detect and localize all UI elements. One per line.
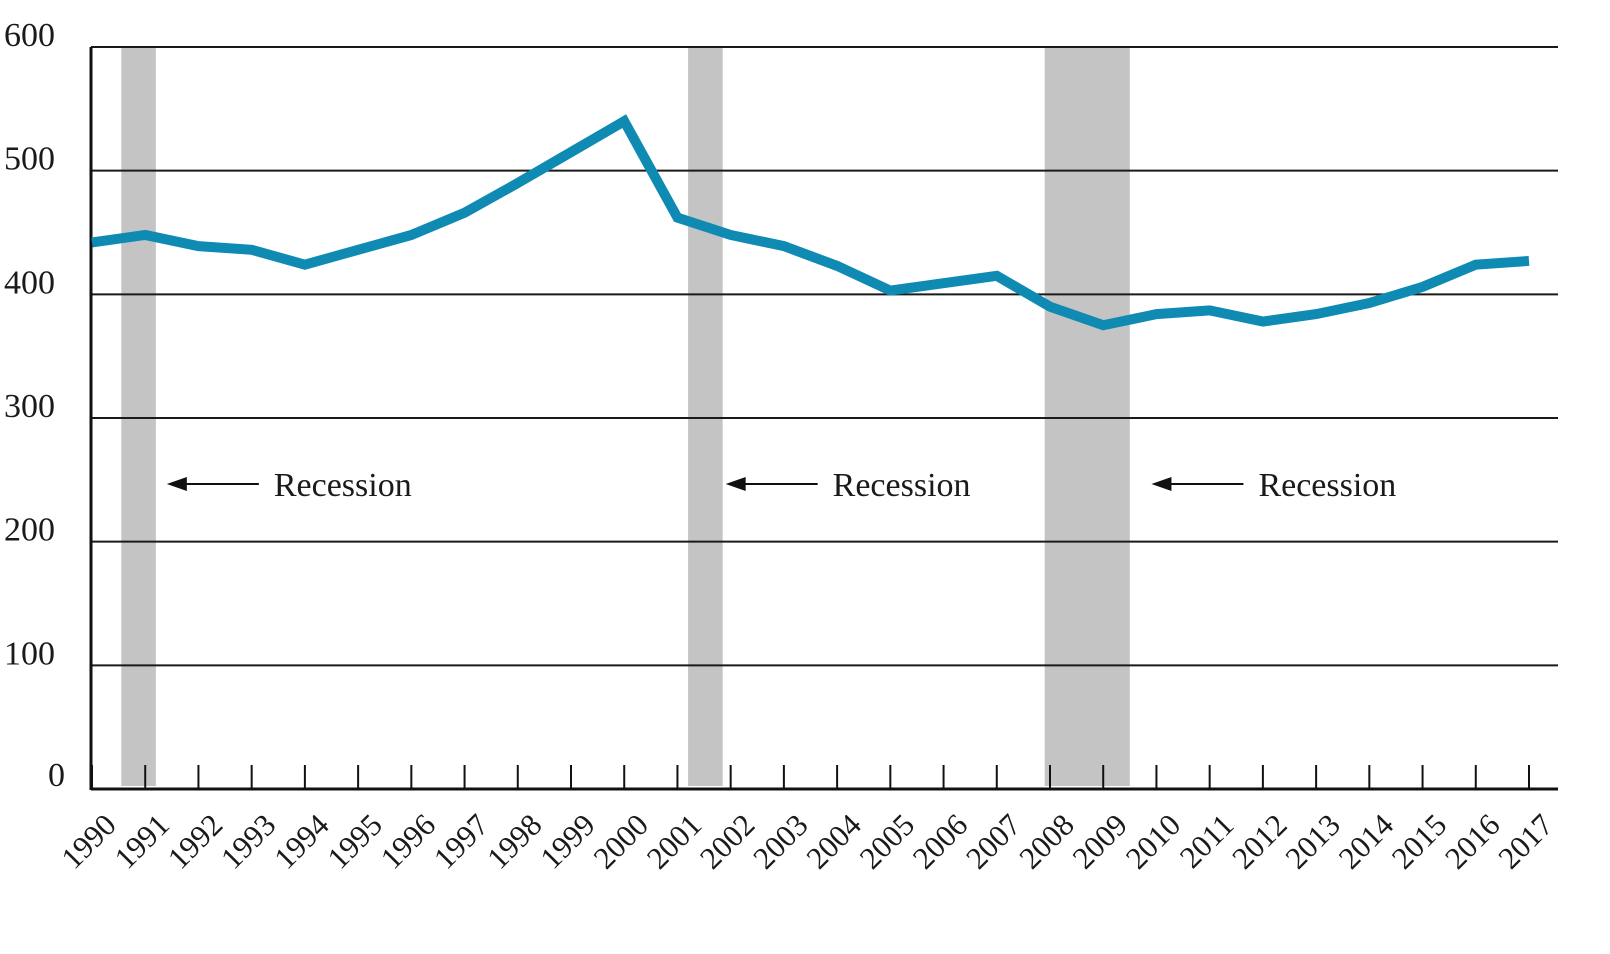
y-tick-label: 0	[48, 757, 65, 794]
annotation-label: Recession	[1258, 467, 1396, 504]
y-tick-labels: 0 100 200 300 400 500 600	[4, 17, 65, 794]
x-tick-label: 2006	[906, 807, 975, 876]
recession-band	[1044, 47, 1130, 786]
series-line	[91, 114, 1530, 331]
annotation-arrow-head	[1151, 477, 1172, 491]
x-tick-label: 1995	[320, 807, 389, 876]
x-tick-labels: 1990199119921993199419951996199719981999…	[54, 807, 1560, 876]
y-tick-label: 100	[4, 635, 55, 672]
x-tick-label: 2009	[1065, 807, 1134, 876]
x-tick-label: 2016	[1438, 807, 1507, 876]
x-tick-label: 2008	[1012, 807, 1081, 876]
axes	[89, 47, 1558, 791]
y-tick-label: 600	[4, 17, 55, 54]
x-tick-label: 1999	[533, 807, 602, 876]
x-tick-label: 1992	[161, 807, 230, 876]
x-tick-label: 2017	[1491, 807, 1560, 876]
y-tick-label: 200	[4, 512, 55, 549]
recession-annotations: Recession Recession Recession	[166, 467, 1396, 504]
x-tick-label: 1998	[480, 807, 549, 876]
annotation-arrow-head	[725, 477, 746, 491]
x-tick-label: 2004	[799, 807, 868, 876]
x-tick-label: 2015	[1385, 807, 1454, 876]
y-tick-label: 400	[4, 264, 55, 301]
x-tick-label: 2012	[1225, 807, 1294, 876]
gridlines	[91, 46, 1558, 667]
x-tick-label: 2011	[1173, 807, 1241, 875]
x-tick-label: 2013	[1278, 807, 1347, 876]
y-tick-label: 500	[4, 141, 55, 178]
x-tick-label: 1993	[214, 807, 283, 876]
x-tick-label: 2010	[1119, 807, 1188, 876]
x-tick-label: 2001	[640, 807, 709, 876]
x-tick-label: 2005	[853, 807, 922, 876]
recession-band	[121, 47, 156, 786]
recession-band	[688, 47, 723, 786]
x-tick-label: 1996	[374, 807, 443, 876]
x-tick-label: 1994	[267, 807, 336, 876]
annotation-label: Recession	[274, 467, 412, 504]
x-tick-label: 2000	[586, 807, 655, 876]
series	[91, 114, 1530, 331]
x-tick-label: 2002	[693, 807, 762, 876]
x-tick-label: 2007	[959, 807, 1028, 876]
annotation-label: Recession	[833, 467, 971, 504]
x-tick-label: 1997	[427, 807, 496, 876]
x-tick-label: 1990	[54, 807, 123, 876]
y-tick-label: 300	[4, 388, 55, 425]
x-tick-label: 2014	[1332, 807, 1401, 876]
x-tick-label: 1991	[107, 807, 176, 876]
recession-shading	[121, 47, 1130, 786]
annotation-arrow-head	[166, 477, 187, 491]
x-tick-label: 2003	[746, 807, 815, 876]
